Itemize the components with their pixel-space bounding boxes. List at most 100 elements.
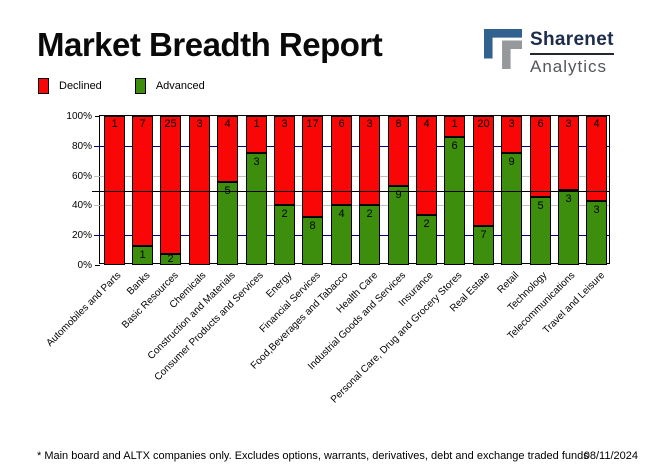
advanced-value-label: 9: [508, 156, 515, 168]
x-axis-label-text: Personal Care, Drug and Grocery Stores: [329, 270, 465, 406]
declined-value-label: 25: [164, 118, 177, 130]
sharenet-logo: Sharenet Analytics: [484, 29, 614, 77]
declined-value-label: 1: [111, 118, 118, 130]
gridline: [100, 235, 609, 236]
bar-advanced-segment: [132, 246, 153, 265]
y-axis-tick: [94, 235, 100, 236]
declined-value-label: 4: [224, 118, 231, 130]
bar-advanced-segment: [274, 205, 295, 265]
y-axis-tick: [94, 146, 100, 147]
advanced-value-label: 3: [253, 156, 260, 168]
y-axis-tick-label: 0%: [77, 260, 92, 271]
bar-advanced-segment: [444, 137, 465, 265]
y-axis-tick: [95, 265, 100, 266]
gridline: [100, 205, 609, 206]
advanced-value-label: 6: [451, 140, 458, 152]
declined-value-label: 4: [593, 118, 600, 130]
bar-advanced-segment: [416, 215, 437, 265]
bar-advanced-segment: [530, 197, 551, 265]
advanced-value-label: 3: [593, 204, 600, 216]
bar-declined-segment: [217, 116, 238, 182]
bar-declined-segment: [586, 116, 607, 201]
declined-value-label: 3: [565, 118, 572, 130]
x-axis-label-text: Automobiles and Parts: [44, 270, 124, 349]
declined-value-label: 3: [196, 118, 203, 130]
bar-declined-segment: [274, 116, 295, 205]
bar-advanced-segment: [473, 226, 494, 265]
bar-declined-segment: [501, 116, 522, 153]
declined-value-label: 1: [451, 118, 458, 130]
report-date: 08/11/2024: [583, 450, 638, 462]
bar-advanced-segment: [501, 153, 522, 265]
y-axis-tick-label: 80%: [71, 141, 92, 152]
declined-value-label: 17: [306, 118, 319, 130]
advanced-value-label: 2: [366, 208, 373, 220]
y-axis-tick-label: 20%: [71, 230, 92, 241]
declined-value-label: 20: [477, 118, 490, 130]
gridline: [100, 176, 609, 177]
declined-value-label: 4: [423, 118, 430, 130]
declined-value-label: 7: [139, 118, 146, 130]
sharenet-logo-icon: [484, 29, 522, 69]
advanced-value-label: 5: [537, 200, 544, 212]
advanced-value-label: 2: [281, 208, 288, 220]
bar-advanced-segment: [331, 205, 352, 265]
advanced-value-label: 3: [565, 193, 572, 205]
advanced-value-label: 2: [167, 253, 174, 265]
advanced-value-label: 9: [395, 189, 402, 201]
y-axis-tick: [94, 176, 100, 177]
page-title: Market Breadth Report: [37, 26, 383, 63]
y-axis-tick: [94, 205, 100, 206]
declined-value-label: 1: [253, 118, 260, 130]
y-axis-tick-label: 60%: [71, 171, 92, 182]
bar-declined-segment: [331, 116, 352, 205]
bar-declined-segment: [160, 116, 181, 254]
bar-declined-segment: [444, 116, 465, 137]
footnote: * Main board and ALTX companies only. Ex…: [37, 450, 589, 462]
declined-value-label: 6: [338, 118, 345, 130]
bar-advanced-segment: [586, 201, 607, 265]
logo-text: Sharenet Analytics: [530, 29, 614, 77]
legend-item-declined: Declined: [38, 78, 102, 94]
bar-declined-segment: [246, 116, 267, 153]
bar-advanced-segment: [217, 182, 238, 265]
gridline: [100, 146, 609, 147]
legend-label-advanced: Advanced: [155, 80, 205, 92]
bar-declined-segment: [388, 116, 409, 186]
bar-declined-segment: [132, 116, 153, 246]
bar-declined-segment: [104, 116, 125, 265]
declined-value-label: 3: [281, 118, 288, 130]
bar-advanced-segment: [160, 254, 181, 265]
advanced-swatch-icon: [134, 78, 146, 94]
declined-value-label: 6: [537, 118, 544, 130]
bar-declined-segment: [530, 116, 551, 197]
bar-declined-segment: [359, 116, 380, 205]
bar-advanced-segment: [558, 190, 579, 265]
bar-declined-segment: [558, 116, 579, 190]
y-axis-tick: [95, 116, 100, 117]
bar-advanced-segment: [246, 153, 267, 265]
fifty-percent-line: [92, 191, 609, 192]
declined-value-label: 8: [395, 118, 402, 130]
bar-declined-segment: [189, 116, 210, 265]
bar-declined-segment: [416, 116, 437, 215]
advanced-value-label: 7: [480, 229, 487, 241]
bar-declined-segment: [473, 116, 494, 226]
bar-advanced-segment: [359, 205, 380, 265]
advanced-value-label: 4: [338, 208, 345, 220]
advanced-value-label: 8: [309, 220, 316, 232]
advanced-value-label: 1: [139, 249, 146, 261]
bar-advanced-segment: [388, 186, 409, 265]
legend: Declined Advanced: [38, 78, 238, 94]
bar-declined-segment: [302, 116, 323, 217]
legend-label-declined: Declined: [59, 80, 102, 92]
plot-area: 100% 80% 60% 40% 20% 0% 1 Automobiles and Parts…: [45, 111, 610, 406]
y-axis-tick-label: 100%: [66, 111, 92, 122]
bar-advanced-segment: [302, 217, 323, 265]
logo-subtitle: Analytics: [530, 57, 608, 76]
logo-name: Sharenet: [530, 29, 614, 55]
declined-value-label: 3: [508, 118, 515, 130]
advanced-value-label: 2: [423, 218, 430, 230]
legend-item-advanced: Advanced: [134, 78, 205, 94]
